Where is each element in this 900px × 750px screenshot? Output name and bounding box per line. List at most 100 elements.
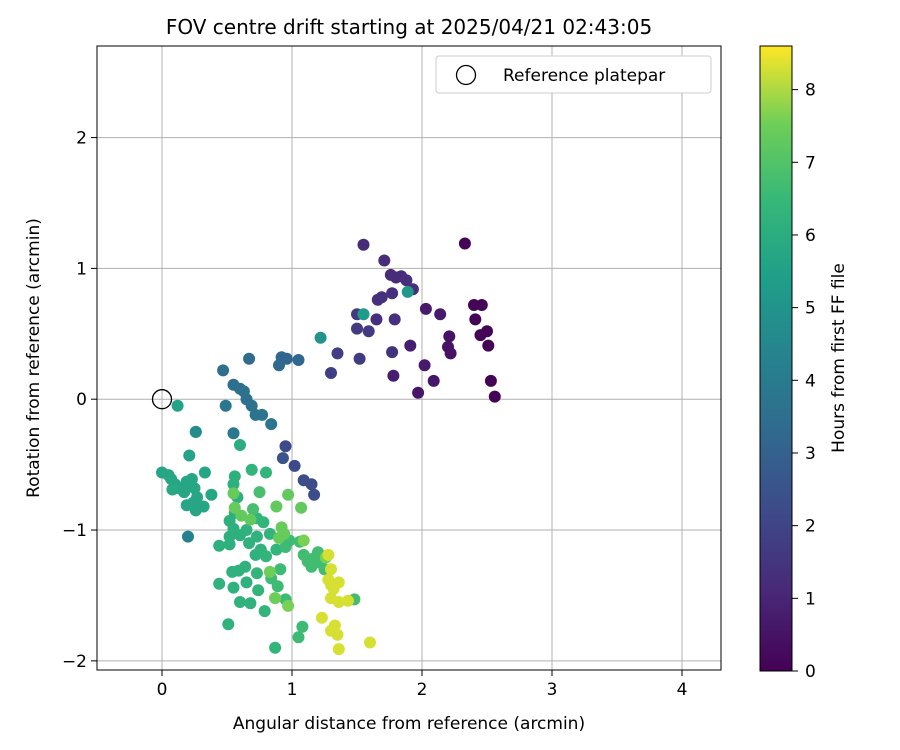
- scatter-point: [256, 408, 269, 421]
- scatter-point: [412, 386, 425, 399]
- x-tick-label: 2: [417, 680, 428, 700]
- scatter-point: [305, 478, 318, 491]
- scatter-point: [475, 299, 488, 311]
- scatter-point: [263, 527, 276, 540]
- scatter-point: [250, 530, 263, 543]
- scatter-point: [386, 287, 399, 300]
- legend-entry: Reference platepar: [503, 66, 665, 86]
- scatter-point: [331, 347, 344, 360]
- scatter-point: [276, 452, 289, 465]
- scatter-point: [227, 487, 240, 500]
- scatter-point: [189, 425, 202, 438]
- scatter-point: [253, 486, 266, 499]
- scatter-point: [315, 611, 328, 624]
- scatter-point: [297, 534, 310, 547]
- scatter-point: [427, 374, 440, 387]
- scatter-point: [258, 605, 271, 618]
- scatter-point: [353, 352, 366, 365]
- scatter-point: [364, 636, 376, 649]
- x-tick-label: 0: [157, 680, 168, 700]
- colorbar-tick-label: 2: [805, 517, 816, 537]
- scatter-point: [278, 527, 291, 540]
- scatter-point: [265, 418, 278, 431]
- scatter-point: [213, 539, 226, 552]
- colorbar-tick-label: 4: [805, 371, 816, 391]
- scatter-point: [182, 530, 194, 543]
- scatter-point: [183, 476, 196, 489]
- scatter-point: [404, 339, 417, 352]
- scatter-point: [400, 274, 413, 287]
- scatter-point: [357, 308, 370, 321]
- scatter-point: [295, 501, 308, 514]
- scatter-point: [228, 501, 241, 514]
- scatter-point: [434, 308, 447, 321]
- scatter-point: [282, 599, 295, 612]
- scatter-point: [325, 563, 337, 576]
- legend: Reference platepar: [435, 55, 712, 94]
- colorbar: [759, 45, 793, 672]
- legend-box: [435, 55, 712, 94]
- scatter-point: [213, 577, 226, 590]
- scatter-point: [325, 579, 337, 591]
- scatter-points: [156, 237, 501, 656]
- scatter-point: [223, 538, 236, 551]
- scatter-point: [274, 563, 287, 576]
- scatter-point: [484, 374, 497, 387]
- scatter-point: [217, 364, 230, 377]
- colorbar-label: Hours from first FF file: [829, 263, 849, 453]
- scatter-point: [271, 580, 284, 593]
- scatter-point: [292, 354, 305, 366]
- scatter-point: [458, 237, 471, 250]
- y-tick-label: 1: [76, 259, 87, 279]
- scatter-point: [183, 449, 196, 462]
- scatter-point: [270, 543, 283, 556]
- scatter-point: [488, 390, 501, 403]
- colorbar-tick-label: 8: [805, 81, 816, 101]
- scatter-point: [419, 302, 432, 315]
- scatter-point: [418, 359, 431, 372]
- scatter-point: [351, 322, 363, 335]
- scatter-point: [171, 399, 184, 412]
- scatter-point: [226, 565, 239, 578]
- scatter-point: [388, 313, 401, 326]
- scatter-point: [243, 352, 256, 365]
- scatter-point: [227, 478, 240, 491]
- scatter-point: [249, 548, 262, 561]
- scatter-point: [296, 620, 309, 633]
- scatter-point: [269, 592, 282, 605]
- scatter-point: [341, 594, 354, 607]
- scatter-point: [371, 293, 384, 306]
- scatter-point: [270, 500, 283, 513]
- chart-title: FOV centre drift starting at 2025/04/21 …: [166, 15, 652, 39]
- legend-reference-marker: [455, 64, 477, 86]
- scatter-point: [250, 567, 263, 580]
- x-axis-label: Angular distance from reference (arcmin): [233, 714, 585, 734]
- scatter-point: [263, 565, 276, 578]
- grid: [97, 46, 721, 670]
- scatter-point: [198, 466, 211, 479]
- scatter-point: [401, 285, 414, 298]
- colorbar-tick-label: 0: [805, 662, 816, 682]
- scatter-point: [166, 483, 179, 496]
- colorbar-ticks: 0 1 2 3 4 5 6 7 8: [792, 81, 816, 682]
- scatter-point: [222, 618, 235, 631]
- scatter-point: [227, 427, 240, 440]
- scatter-point: [362, 325, 375, 338]
- scatter-point: [279, 440, 292, 453]
- plot-frame: [96, 45, 722, 671]
- colorbar-tick-label: 3: [805, 444, 816, 464]
- scatter-point: [205, 488, 218, 501]
- scatter-point: [314, 331, 327, 344]
- x-tick-label: 4: [677, 680, 688, 700]
- y-tick-label: −2: [62, 652, 87, 672]
- reference-marker-group: [151, 389, 173, 410]
- y-axis-label: Rotation from reference (arcmin): [24, 218, 44, 498]
- scatter-point: [305, 560, 318, 573]
- scatter-point: [234, 439, 246, 451]
- scatter-point: [332, 643, 345, 656]
- x-axis-ticks: 0 1 2 3 4: [157, 670, 688, 700]
- y-axis-ticks: −2 −1 0 1 2: [62, 129, 97, 672]
- scatter-point: [245, 399, 258, 412]
- scatter-point: [244, 597, 257, 610]
